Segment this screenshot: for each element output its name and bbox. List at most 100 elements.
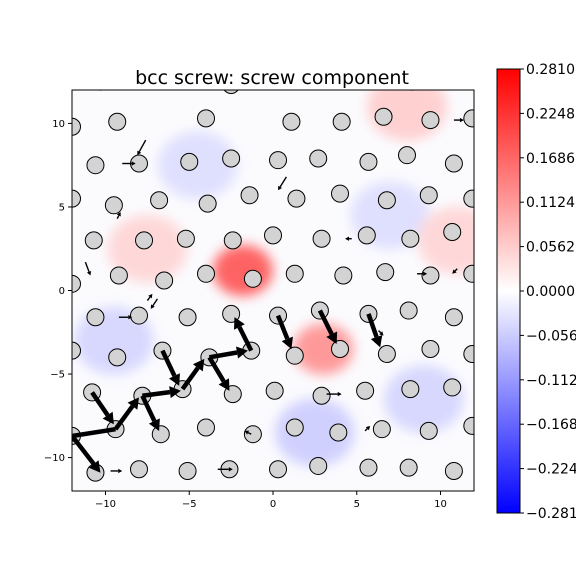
small-displacement-arrow: [345, 236, 352, 241]
atom-marker: [359, 458, 378, 477]
atom-marker: [223, 231, 242, 250]
small-displacement-arrow-head: [345, 236, 350, 241]
field-blob: [293, 323, 354, 375]
colorbar-tick-label: −0.281: [526, 506, 576, 522]
displacement-arrow-head: [218, 378, 230, 391]
atom-marker: [155, 271, 174, 290]
displacement-arrow-head: [326, 331, 338, 345]
displacement-arrow: [208, 346, 248, 360]
x-tick-label: −5: [182, 499, 197, 510]
colorbar-tick-label: −0.056: [526, 328, 576, 344]
atom-marker: [104, 196, 123, 215]
atom-marker: [312, 386, 331, 405]
displacement-arrow-shaft: [366, 313, 379, 338]
displacement-arrow: [233, 317, 254, 352]
displacement-arrow-head: [236, 346, 248, 359]
y-tick-label: 5: [59, 202, 65, 213]
field-blob: [107, 214, 188, 283]
small-displacement-arrow-head: [86, 270, 92, 276]
small-displacement-arrow-head: [337, 391, 342, 397]
displacement-arrow-head: [192, 358, 205, 372]
atom-marker: [222, 149, 241, 168]
small-displacement-arrow: [378, 330, 384, 336]
displacement-arrow-shaft: [140, 394, 157, 422]
atom-marker: [269, 151, 288, 170]
atom-marker: [109, 266, 128, 285]
atom-marker: [198, 194, 217, 213]
colorbar-tick-label: 0.1124: [526, 195, 575, 211]
displacement-arrow: [140, 394, 160, 431]
displacement-arrow-shaft: [207, 356, 226, 383]
atom-marker: [176, 229, 195, 248]
atom-marker: [444, 308, 463, 327]
atom-marker: [264, 226, 282, 245]
small-displacement-arrow: [150, 298, 159, 309]
field-blob: [157, 131, 238, 200]
atom-marker: [398, 146, 416, 165]
colorbar-ticks: 0.2810 0.2248 0.1686 0.1124 0.0562 0.0000 −0.0…: [520, 62, 576, 522]
atom-marker: [357, 226, 376, 245]
x-axis-ticks: −10 −5 0 5 10: [95, 491, 447, 510]
displacement-arrow-head: [102, 411, 114, 425]
atom-marker: [376, 263, 395, 282]
colorbar-tick-label: −0.112: [526, 373, 576, 389]
atom-marker: [223, 90, 239, 94]
small-displacement-arrow-head: [118, 468, 123, 474]
atom-marker: [359, 152, 378, 171]
small-displacement-arrow-head: [150, 304, 155, 309]
atom-marker: [443, 378, 462, 397]
small-displacement-arrow-head: [244, 430, 250, 435]
atom-marker: [197, 109, 215, 128]
atom-marker: [72, 189, 81, 208]
atom-marker: [72, 117, 81, 136]
colorbar-tick-label: 0.2810: [526, 62, 575, 78]
atom-marker: [443, 223, 462, 242]
displacement-arrow-shaft: [237, 325, 254, 352]
atom-marker: [309, 149, 328, 168]
atom-marker: [401, 380, 420, 399]
small-displacement-arrow: [217, 467, 233, 472]
small-displacement-arrow-head: [228, 467, 233, 472]
atom-marker: [312, 229, 331, 248]
atom-marker: [331, 339, 349, 358]
small-displacement-arrow: [452, 268, 458, 274]
displacement-arrow: [72, 434, 101, 473]
atom-marker: [285, 264, 304, 283]
atom-marker: [463, 416, 474, 435]
field-blob: [383, 365, 464, 434]
small-displacement-arrow: [244, 430, 252, 435]
small-displacement-arrow-head: [452, 269, 457, 274]
atom-marker: [372, 420, 391, 439]
colorbar-tick-label: 0.2248: [526, 106, 575, 122]
small-displacement-arrow-head: [131, 161, 136, 166]
field-blob: [212, 244, 273, 296]
displacement-arrow-head: [148, 418, 160, 431]
atom-marker: [374, 107, 393, 126]
small-displacement-arrow: [364, 425, 371, 432]
small-displacement-arrow: [453, 117, 464, 123]
displacement-arrow: [113, 397, 139, 431]
displacement-arrow: [317, 309, 338, 345]
displacement-arrow: [275, 314, 293, 350]
atom-marker: [178, 308, 197, 327]
atom-marker: [135, 231, 154, 250]
displacement-arrow: [160, 349, 180, 386]
field-blob: [274, 398, 355, 467]
displacement-arrow-shaft: [317, 309, 334, 336]
colorbar: 0.2810 0.2248 0.1686 0.1124 0.0562 0.0000 −0.0…: [496, 62, 576, 522]
small-displacement-arrow-head: [365, 425, 371, 431]
atom-marker: [285, 418, 304, 437]
atom-marker: [108, 348, 127, 367]
atom-marker: [84, 231, 103, 250]
x-tick-label: 0: [270, 499, 276, 510]
small-displacement-arrow-shaft: [116, 215, 120, 219]
small-displacement-arrow-head: [137, 150, 142, 156]
colorbar-tick-label: 0.0562: [526, 240, 575, 256]
atom-marker: [332, 112, 351, 131]
atom-marker: [180, 152, 199, 171]
displacement-arrow-head: [169, 373, 180, 386]
atom-marker: [463, 344, 474, 363]
atom-marker: [399, 301, 418, 320]
atom-marker: [108, 112, 127, 131]
displacement-arrow-head: [370, 335, 383, 348]
